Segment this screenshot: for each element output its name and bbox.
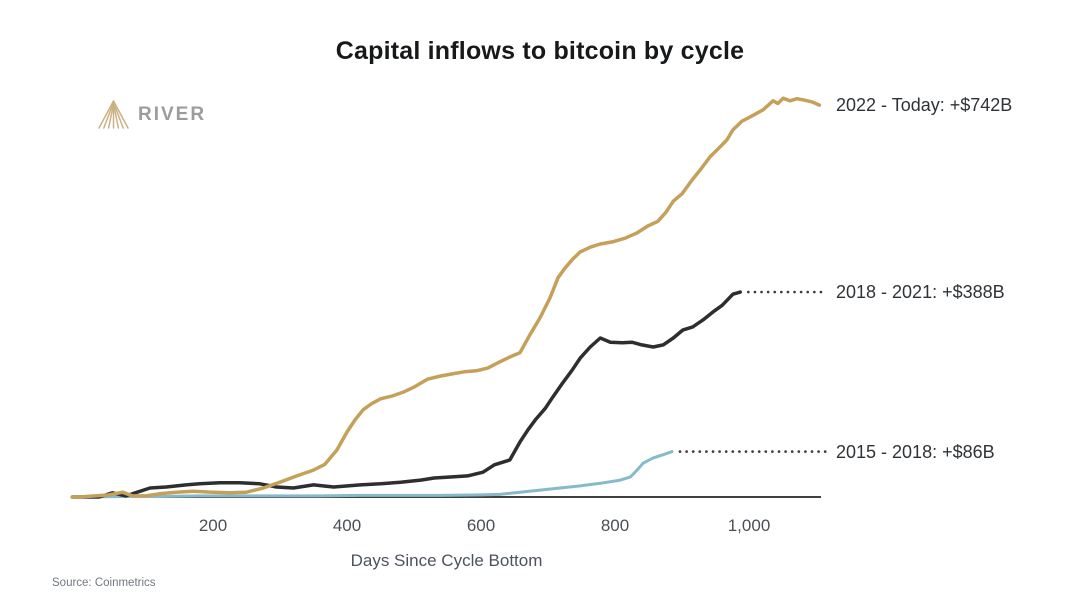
x-tick-1000: 1,000 — [727, 516, 771, 535]
callout-2018-2021: 2018 - 2021: +$388B — [836, 282, 1005, 303]
series-line-2022-today — [70, 96, 822, 499]
x-tick-600: 600 — [466, 516, 496, 535]
callout-2015-2018: 2015 - 2018: +$86B — [836, 441, 995, 462]
callout-2022-today: 2022 - Today: +$742B — [836, 95, 1013, 116]
x-tick-200: 200 — [198, 516, 228, 535]
x-axis-title: Days Since Cycle Bottom — [350, 551, 543, 570]
series-line-2015-2018 — [70, 450, 674, 499]
river-logo: RIVER — [97, 99, 206, 130]
series-lines-group — [70, 96, 828, 499]
source-note: Source: Coinmetrics — [52, 577, 156, 589]
series-line-2018-2021 — [70, 290, 743, 499]
x-tick-400: 400 — [332, 516, 362, 535]
river-logo-text: RIVER — [138, 103, 207, 125]
chart-title: Capital inflows to bitcoin by cycle — [335, 37, 745, 65]
river-logo-icon — [98, 100, 129, 129]
x-tick-800: 800 — [600, 516, 630, 535]
